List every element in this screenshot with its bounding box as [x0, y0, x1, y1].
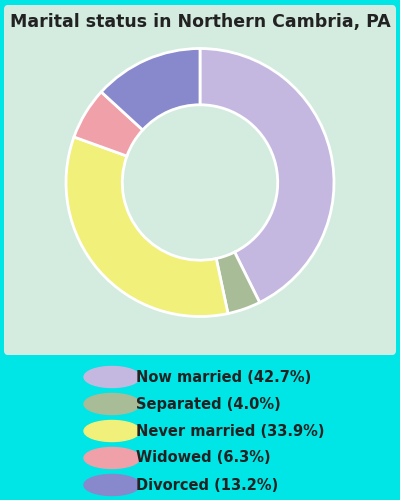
Text: Widowed (6.3%): Widowed (6.3%) — [136, 450, 271, 466]
FancyBboxPatch shape — [4, 5, 396, 355]
Circle shape — [84, 366, 140, 388]
Wedge shape — [200, 48, 334, 302]
Circle shape — [84, 474, 140, 496]
Circle shape — [84, 448, 140, 468]
Text: Marital status in Northern Cambria, PA: Marital status in Northern Cambria, PA — [10, 12, 390, 30]
Text: Never married (33.9%): Never married (33.9%) — [136, 424, 324, 438]
FancyBboxPatch shape — [4, 5, 396, 355]
Wedge shape — [101, 48, 200, 130]
Wedge shape — [216, 252, 260, 314]
Wedge shape — [74, 92, 143, 156]
Text: Now married (42.7%): Now married (42.7%) — [136, 370, 311, 384]
Text: Separated (4.0%): Separated (4.0%) — [136, 396, 281, 411]
Circle shape — [84, 420, 140, 442]
Wedge shape — [66, 137, 228, 316]
Circle shape — [84, 394, 140, 414]
Text: Divorced (13.2%): Divorced (13.2%) — [136, 478, 278, 492]
